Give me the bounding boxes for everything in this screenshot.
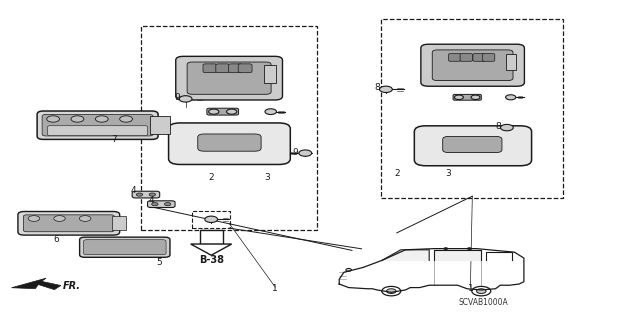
Circle shape	[95, 116, 108, 122]
Text: 3: 3	[265, 173, 270, 182]
FancyBboxPatch shape	[216, 64, 230, 73]
FancyBboxPatch shape	[79, 237, 170, 257]
Bar	[506, 54, 516, 70]
FancyBboxPatch shape	[42, 115, 153, 136]
FancyBboxPatch shape	[483, 54, 495, 61]
FancyBboxPatch shape	[449, 54, 461, 61]
Circle shape	[380, 86, 392, 93]
Text: 6: 6	[54, 235, 59, 244]
Bar	[112, 216, 126, 230]
Text: 7: 7	[111, 135, 116, 144]
FancyBboxPatch shape	[238, 64, 252, 73]
Circle shape	[152, 203, 158, 206]
FancyBboxPatch shape	[228, 64, 243, 73]
FancyBboxPatch shape	[187, 62, 271, 94]
FancyBboxPatch shape	[18, 211, 120, 235]
FancyBboxPatch shape	[421, 44, 524, 86]
Circle shape	[477, 289, 486, 293]
FancyBboxPatch shape	[473, 54, 485, 61]
FancyBboxPatch shape	[453, 94, 481, 100]
Polygon shape	[382, 250, 429, 260]
Circle shape	[164, 203, 171, 206]
Circle shape	[149, 193, 156, 196]
FancyBboxPatch shape	[460, 54, 472, 61]
Bar	[200, 230, 223, 244]
Circle shape	[506, 95, 516, 100]
FancyBboxPatch shape	[203, 64, 217, 73]
Text: 1: 1	[273, 284, 278, 293]
Circle shape	[299, 150, 312, 156]
FancyBboxPatch shape	[176, 56, 282, 100]
Text: SCVAB1000A: SCVAB1000A	[458, 298, 508, 307]
Text: 8: 8	[495, 122, 500, 130]
Text: 2: 2	[394, 169, 399, 178]
Circle shape	[120, 116, 132, 122]
Text: 3: 3	[445, 169, 451, 178]
Circle shape	[47, 116, 60, 122]
FancyBboxPatch shape	[207, 108, 239, 115]
FancyBboxPatch shape	[132, 191, 160, 198]
Text: 4: 4	[148, 197, 154, 205]
Circle shape	[209, 109, 219, 114]
Circle shape	[28, 216, 40, 221]
FancyBboxPatch shape	[198, 134, 261, 151]
Circle shape	[387, 289, 396, 293]
Bar	[141, 26, 317, 230]
Bar	[192, 211, 230, 228]
FancyBboxPatch shape	[432, 50, 513, 81]
FancyBboxPatch shape	[37, 111, 158, 139]
Text: 2: 2	[209, 173, 214, 182]
Text: B-38: B-38	[198, 255, 224, 265]
Circle shape	[500, 124, 513, 131]
Circle shape	[227, 109, 237, 114]
Text: 9: 9	[293, 148, 298, 157]
Circle shape	[179, 96, 192, 102]
Circle shape	[205, 216, 218, 223]
Text: 1: 1	[468, 284, 473, 293]
Bar	[381, 19, 563, 198]
Circle shape	[454, 95, 463, 100]
Circle shape	[471, 95, 480, 100]
FancyBboxPatch shape	[168, 123, 291, 165]
Text: 8: 8	[375, 83, 380, 92]
FancyBboxPatch shape	[24, 215, 114, 232]
FancyBboxPatch shape	[47, 126, 148, 136]
FancyBboxPatch shape	[414, 126, 532, 166]
Circle shape	[54, 216, 65, 221]
Bar	[264, 65, 276, 83]
Polygon shape	[434, 250, 481, 260]
Circle shape	[136, 193, 143, 196]
Polygon shape	[12, 278, 61, 290]
FancyBboxPatch shape	[443, 137, 502, 152]
Text: 5: 5	[156, 258, 161, 267]
FancyBboxPatch shape	[148, 201, 175, 208]
FancyBboxPatch shape	[84, 240, 166, 255]
Text: 4: 4	[131, 186, 136, 195]
Circle shape	[346, 269, 351, 271]
Circle shape	[79, 216, 91, 221]
Circle shape	[265, 109, 276, 115]
Polygon shape	[191, 244, 232, 255]
Text: 9: 9	[175, 93, 180, 102]
Bar	[150, 116, 170, 134]
Circle shape	[71, 116, 84, 122]
Text: FR.: FR.	[63, 281, 81, 292]
